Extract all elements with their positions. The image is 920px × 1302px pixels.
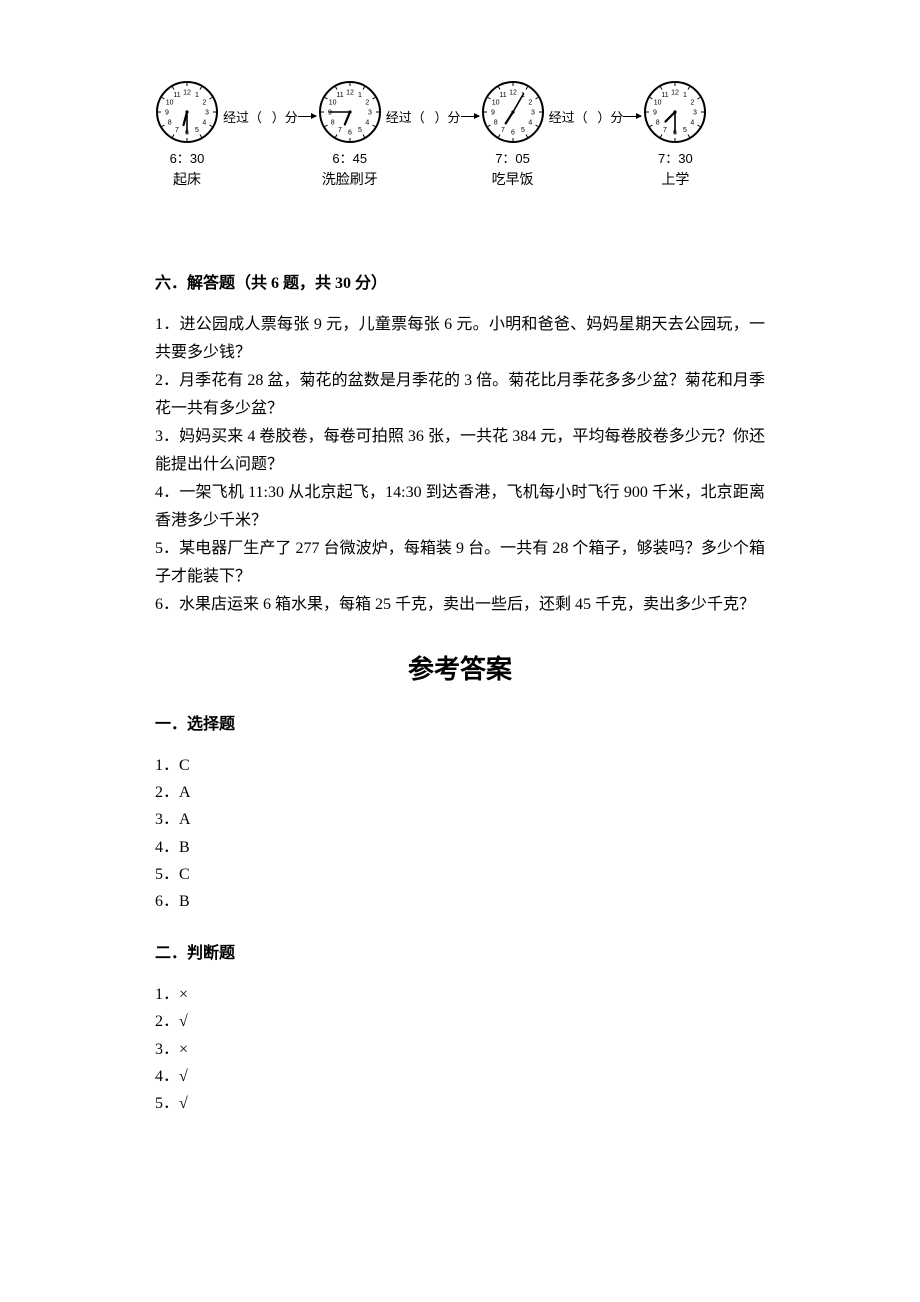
answer-1-4: 4．B [155, 834, 765, 861]
answer-2-2: 2．√ [155, 1008, 765, 1035]
arrow-icon [623, 116, 641, 117]
svg-text:12: 12 [346, 90, 354, 97]
svg-text:11: 11 [499, 92, 506, 99]
svg-text:6: 6 [511, 130, 515, 137]
svg-text:4: 4 [691, 120, 695, 127]
clock-block-2: 12 12 3 45678 9 1011 6：45 洗脸刷牙 [318, 80, 382, 189]
svg-text:11: 11 [336, 92, 343, 99]
arrow-icon [461, 116, 479, 117]
clock-face-4: 121234567891011 [643, 80, 707, 144]
svg-text:9: 9 [491, 110, 495, 117]
svg-text:7: 7 [338, 127, 342, 134]
connector-3: 经过（ ）分 [547, 107, 642, 126]
clock-time-4: 7：30 [658, 148, 693, 167]
svg-text:2: 2 [691, 100, 695, 107]
question-6: 6．水果店运来 6 箱水果，每箱 25 千克，卖出一些后，还剩 45 千克，卖出… [155, 591, 765, 619]
svg-text:4: 4 [528, 120, 532, 127]
svg-text:10: 10 [166, 100, 174, 107]
answers-section-1-title: 一．选择题 [155, 710, 765, 734]
answer-2-3: 3．× [155, 1036, 765, 1063]
svg-text:11: 11 [173, 92, 180, 99]
clock-time-1: 6：30 [170, 148, 205, 167]
clock-face-2: 12 12 3 45678 9 1011 [318, 80, 382, 144]
answers-section-1-list: 1．C 2．A 3．A 4．B 5．C 6．B [155, 752, 765, 915]
svg-text:9: 9 [653, 110, 657, 117]
svg-text:4: 4 [202, 120, 206, 127]
svg-text:12: 12 [671, 90, 679, 97]
clock-sequence: 121234567891011 6：30 起床 经过（ ）分 121234567… [155, 80, 765, 189]
section-6-questions: 1．进公园成人票每张 9 元，儿童票每张 6 元。小明和爸爸、妈妈星期天去公园玩… [155, 311, 765, 619]
arrow-icon [298, 116, 316, 117]
question-2: 2．月季花有 28 盆，菊花的盆数是月季花的 3 倍。菊花比月季花多多少盆？菊花… [155, 367, 765, 423]
clock-time-2: 6：45 [332, 148, 367, 167]
answers-section-2-title: 二．判断题 [155, 939, 765, 963]
svg-text:8: 8 [331, 120, 335, 127]
clock-block-1: 121234567891011 6：30 起床 [155, 80, 219, 189]
answer-1-6: 6．B [155, 888, 765, 915]
clock-block-3: 121234567891011 7：05 吃早饭 [481, 80, 545, 189]
svg-text:7: 7 [501, 127, 505, 134]
svg-text:1: 1 [195, 92, 199, 99]
svg-text:5: 5 [195, 127, 199, 134]
answer-2-4: 4．√ [155, 1063, 765, 1090]
section-6-title: 六．解答题（共 6 题，共 30 分） [155, 269, 765, 293]
clock-caption-1: 起床 [173, 169, 201, 189]
svg-text:3: 3 [693, 110, 697, 117]
svg-text:9: 9 [165, 110, 169, 117]
svg-text:1: 1 [358, 92, 362, 99]
svg-text:9: 9 [328, 110, 332, 117]
clock-caption-2: 洗脸刷牙 [322, 169, 378, 189]
clock-time-3: 7：05 [495, 148, 530, 167]
svg-text:3: 3 [368, 110, 372, 117]
connector-1: 经过（ ）分 [221, 107, 316, 126]
question-5: 5．某电器厂生产了 277 台微波炉，每箱装 9 台。一共有 28 个箱子，够装… [155, 535, 765, 591]
svg-text:7: 7 [663, 127, 667, 134]
svg-text:10: 10 [654, 100, 662, 107]
svg-text:7: 7 [175, 127, 179, 134]
connector-2: 经过（ ）分 [384, 107, 479, 126]
svg-text:6: 6 [348, 130, 352, 137]
svg-text:5: 5 [683, 127, 687, 134]
svg-text:5: 5 [358, 127, 362, 134]
svg-text:12: 12 [183, 90, 191, 97]
answers-section-2-list: 1．× 2．√ 3．× 4．√ 5．√ [155, 981, 765, 1117]
svg-text:3: 3 [531, 110, 535, 117]
svg-text:10: 10 [491, 100, 499, 107]
question-3: 3．妈妈买来 4 卷胶卷，每卷可拍照 36 张，一共花 384 元，平均每卷胶卷… [155, 423, 765, 479]
svg-text:3: 3 [205, 110, 209, 117]
answer-2-1: 1．× [155, 981, 765, 1008]
svg-text:5: 5 [521, 127, 525, 134]
svg-text:1: 1 [683, 92, 687, 99]
clock-caption-4: 上学 [661, 169, 689, 189]
svg-text:11: 11 [662, 92, 669, 99]
svg-text:8: 8 [168, 120, 172, 127]
svg-text:8: 8 [493, 120, 497, 127]
clock-caption-3: 吃早饭 [492, 169, 534, 189]
clock-block-4: 121234567891011 7：30 上学 [643, 80, 707, 189]
svg-text:2: 2 [365, 100, 369, 107]
answer-1-1: 1．C [155, 752, 765, 779]
svg-text:8: 8 [656, 120, 660, 127]
answer-1-3: 3．A [155, 806, 765, 833]
answer-1-5: 5．C [155, 861, 765, 888]
svg-text:4: 4 [365, 120, 369, 127]
question-4: 4．一架飞机 11:30 从北京起飞，14:30 到达香港，飞机每小时飞行 90… [155, 479, 765, 535]
svg-text:2: 2 [528, 100, 532, 107]
answer-2-5: 5．√ [155, 1090, 765, 1117]
question-1: 1．进公园成人票每张 9 元，儿童票每张 6 元。小明和爸爸、妈妈星期天去公园玩… [155, 311, 765, 367]
svg-text:2: 2 [202, 100, 206, 107]
answers-title: 参考答案 [155, 649, 765, 686]
svg-text:12: 12 [509, 90, 517, 97]
clock-face-3: 121234567891011 [481, 80, 545, 144]
svg-text:10: 10 [329, 100, 337, 107]
answer-1-2: 2．A [155, 779, 765, 806]
clock-face-1: 121234567891011 [155, 80, 219, 144]
